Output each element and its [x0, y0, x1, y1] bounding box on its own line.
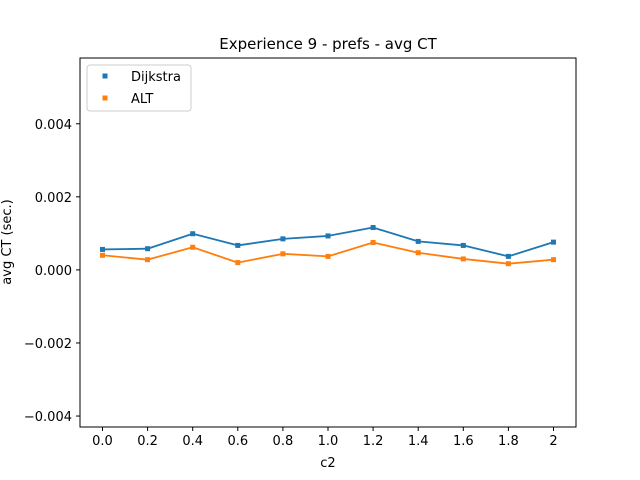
x-tick-label: 0.6 — [227, 434, 248, 449]
data-point-dijkstra — [415, 238, 421, 244]
data-point-dijkstra — [145, 246, 151, 252]
legend-box — [86, 64, 192, 112]
x-axis-label: c2 — [320, 456, 335, 471]
series-layer — [100, 225, 556, 267]
data-point-dijkstra — [551, 239, 556, 245]
legend: Dijkstra ALT — [86, 64, 192, 112]
legend-label-dijkstra: Dijkstra — [131, 70, 181, 85]
plot-frame — [79, 57, 577, 428]
plot-area — [79, 57, 577, 428]
data-point-dijkstra — [235, 242, 241, 248]
data-point-alt — [325, 253, 331, 259]
data-point-dijkstra — [370, 225, 376, 231]
data-point-dijkstra — [325, 233, 331, 239]
data-point-alt — [415, 250, 421, 256]
data-point-dijkstra — [190, 231, 196, 237]
data-point-alt — [235, 260, 241, 266]
x-tick-label: 1.0 — [318, 434, 339, 449]
x-tick-label: 0.2 — [137, 434, 158, 449]
data-point-alt — [280, 251, 286, 257]
legend-label-alt: ALT — [131, 92, 153, 107]
data-point-dijkstra — [280, 236, 286, 242]
series-line-dijkstra — [102, 226, 554, 258]
legend-marker-alt — [102, 95, 108, 101]
y-tick-label: −0.004 — [24, 410, 72, 425]
chart-title: Experience 9 - prefs - avg CT — [219, 35, 437, 53]
data-point-dijkstra — [460, 242, 466, 248]
x-tick-label: 0.0 — [92, 434, 113, 449]
series-line-alt — [102, 241, 554, 265]
y-tick-label: 0.002 — [35, 191, 72, 206]
y-tick-label: −0.002 — [24, 337, 72, 352]
data-point-alt — [145, 257, 151, 263]
data-point-alt — [551, 257, 556, 263]
x-tick-label: 1.8 — [498, 434, 519, 449]
legend-marker-dijkstra — [102, 73, 108, 79]
data-point-dijkstra — [100, 246, 105, 252]
y-axis-label: avg CT (sec.) — [0, 199, 15, 284]
data-point-alt — [190, 244, 196, 250]
x-tick-label: 0.8 — [273, 434, 294, 449]
x-tick-label: 1.4 — [408, 434, 429, 449]
x-tick-label: 1.6 — [453, 434, 474, 449]
data-point-dijkstra — [505, 253, 511, 259]
x-tick-label: 0.4 — [182, 434, 203, 449]
data-point-alt — [100, 252, 105, 258]
data-point-alt — [460, 256, 466, 262]
y-tick-label: 0.000 — [35, 264, 72, 279]
y-tick-label: 0.004 — [35, 118, 72, 133]
data-point-alt — [505, 261, 511, 267]
x-tick-label: 1.2 — [363, 434, 384, 449]
x-axis: 0.0 0.2 0.4 0.6 0.8 1.0 1.2 1.4 1.6 1.8 2 — [92, 427, 558, 449]
x-tick-label: 2 — [549, 434, 557, 449]
y-axis: −0.004 −0.002 0.000 0.002 0.004 — [24, 118, 80, 425]
data-point-alt — [370, 240, 376, 245]
